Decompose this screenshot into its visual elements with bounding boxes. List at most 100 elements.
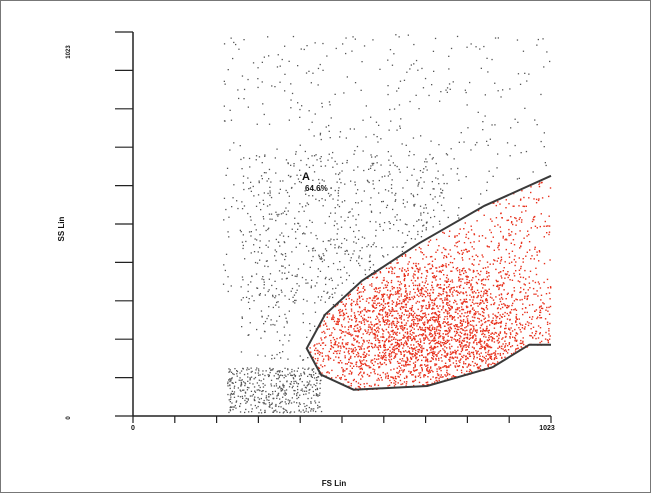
gated-event-point (371, 331, 373, 333)
gated-event-point (389, 340, 391, 342)
gated-event-point (348, 318, 351, 320)
gated-event-point (376, 335, 379, 337)
gated-event-point (341, 362, 343, 364)
gated-event-point (501, 277, 503, 279)
gated-event-point (380, 376, 382, 379)
gated-event-point (438, 322, 440, 325)
gated-event-point (449, 280, 452, 283)
ungated-event-point (396, 219, 398, 221)
ungated-event-point (325, 126, 327, 128)
gated-event-point (344, 363, 347, 365)
ungated-event-point (387, 254, 389, 256)
ungated-event-point (407, 34, 409, 36)
gated-event-point (520, 339, 522, 342)
gated-event-point (491, 220, 493, 222)
ungated-event-point (256, 287, 259, 289)
gated-event-point (453, 317, 455, 319)
gated-event-point (459, 344, 461, 346)
gate-a-outline[interactable] (305, 174, 552, 391)
gated-event-point (466, 278, 468, 281)
ungated-event-point (318, 200, 320, 202)
ungated-event-point (268, 55, 270, 57)
ungated-event-point (249, 166, 251, 168)
gated-event-point (488, 272, 490, 274)
gated-event-point (500, 347, 503, 350)
gated-event-point (534, 215, 536, 218)
ungated-event-point (272, 294, 274, 296)
gated-event-point (382, 279, 385, 282)
gated-event-point (374, 333, 377, 336)
gated-event-point (448, 365, 450, 367)
gated-event-point (477, 255, 479, 258)
ungated-event-point (281, 265, 283, 267)
gated-event-point (433, 347, 435, 349)
ungated-event-point (299, 144, 301, 146)
gated-event-point (468, 280, 471, 282)
ungated-event-point (341, 242, 343, 245)
gated-event-point (478, 291, 480, 294)
gated-event-point (384, 315, 387, 318)
ungated-event-point (232, 373, 234, 375)
gated-event-point (436, 373, 439, 375)
gated-event-point (429, 351, 431, 354)
ungated-event-point (258, 156, 261, 158)
gated-event-point (373, 297, 376, 299)
gated-event-point (355, 380, 357, 383)
gated-event-point (518, 218, 520, 221)
ungated-event-point (295, 153, 297, 155)
gated-event-point (423, 374, 426, 376)
gated-event-point (455, 290, 457, 293)
gated-event-point (493, 341, 496, 343)
gated-event-point (504, 261, 506, 263)
gated-event-point (519, 342, 521, 345)
gated-event-point (504, 327, 506, 330)
gated-event-point (471, 255, 474, 258)
ungated-event-point (390, 184, 393, 186)
gated-event-point (410, 279, 413, 282)
gated-event-point (349, 333, 351, 335)
gated-event-point (319, 352, 322, 354)
ungated-event-point (378, 124, 380, 126)
gated-event-point (475, 324, 478, 326)
gated-event-point (499, 331, 502, 333)
gated-event-point (376, 276, 378, 278)
ungated-event-point (327, 240, 329, 242)
ungated-event-point (328, 153, 330, 155)
ungated-event-point (236, 373, 238, 375)
gated-event-point (511, 250, 514, 252)
gated-event-point (431, 312, 434, 314)
gated-event-point (436, 376, 438, 379)
gated-event-point (419, 269, 421, 271)
gated-event-point (498, 294, 500, 296)
ungated-event-point (344, 200, 346, 202)
gated-event-point (421, 295, 424, 298)
gated-event-point (420, 251, 422, 253)
gated-event-point (383, 298, 385, 300)
ungated-event-point (486, 140, 488, 142)
ungated-event-point (305, 390, 308, 392)
gated-event-point (403, 354, 406, 356)
gated-event-point (426, 322, 429, 324)
gated-event-point (391, 351, 393, 354)
gated-event-point (406, 343, 408, 345)
ungated-event-point (387, 85, 389, 87)
gated-event-point (485, 278, 487, 281)
gated-event-point (441, 376, 443, 378)
gated-event-point (488, 346, 490, 348)
gated-event-point (525, 307, 527, 309)
gated-event-point (393, 317, 396, 319)
gated-event-point (398, 317, 401, 319)
gated-event-point (379, 309, 382, 311)
gated-event-point (435, 379, 437, 382)
ungated-event-point (319, 132, 322, 134)
gated-event-point (490, 303, 492, 306)
ungated-event-point (264, 154, 266, 156)
ungated-event-point (334, 220, 336, 222)
gated-event-point (432, 376, 434, 378)
ungated-event-point (281, 291, 283, 293)
gated-event-point (532, 287, 535, 290)
gated-event-point (454, 299, 456, 302)
ungated-event-point (269, 194, 271, 197)
gated-event-point (445, 309, 447, 312)
gated-event-point (379, 352, 381, 354)
